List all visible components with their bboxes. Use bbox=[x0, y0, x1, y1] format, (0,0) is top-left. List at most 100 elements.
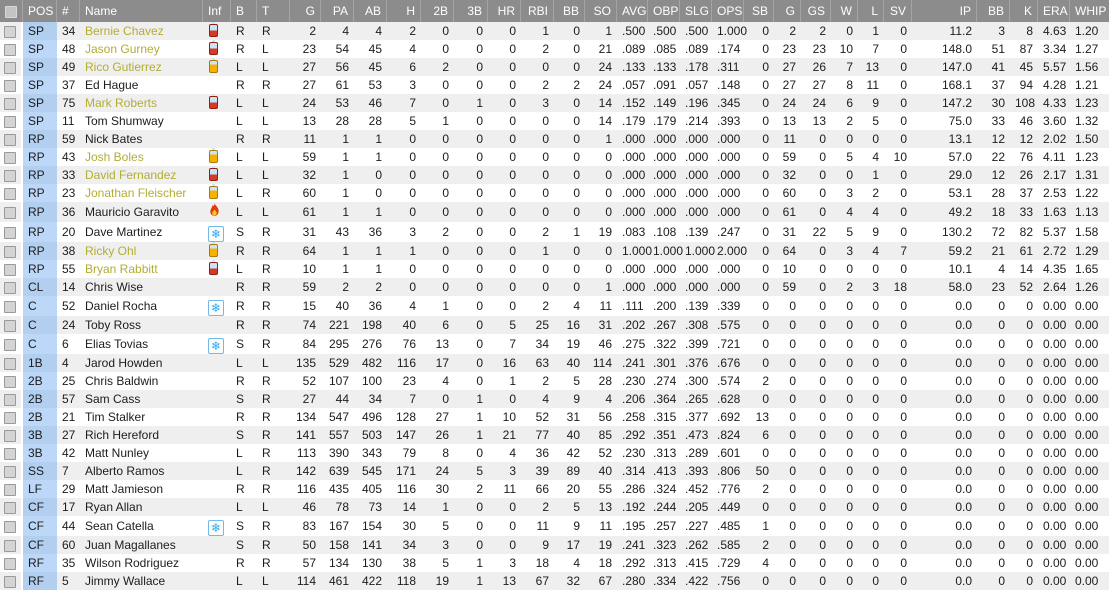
row-select-checkbox[interactable] bbox=[4, 357, 16, 370]
column-header-bb-pitching[interactable]: BB bbox=[977, 0, 1010, 22]
row-select-checkbox[interactable] bbox=[4, 263, 16, 276]
info-icon-cell bbox=[203, 462, 231, 480]
player-name-link[interactable]: Alberto Ramos bbox=[80, 462, 203, 480]
row-select-checkbox[interactable] bbox=[4, 281, 16, 294]
column-header-whip[interactable]: WHIP bbox=[1070, 0, 1109, 22]
column-header-ab[interactable]: AB bbox=[354, 0, 387, 22]
row-select-checkbox[interactable] bbox=[4, 169, 16, 182]
player-name-link[interactable]: David Fernandez bbox=[80, 166, 203, 184]
row-select-checkbox[interactable] bbox=[4, 520, 16, 533]
row-select-checkbox[interactable] bbox=[4, 187, 16, 200]
row-select-checkbox[interactable] bbox=[4, 429, 16, 442]
stat-cell-g: 23 bbox=[290, 40, 321, 58]
column-header-rbi[interactable]: RBI bbox=[521, 0, 554, 22]
row-select-checkbox[interactable] bbox=[4, 206, 16, 219]
select-all-header[interactable] bbox=[0, 0, 23, 22]
column-header-g[interactable]: G bbox=[290, 0, 321, 22]
row-select-checkbox[interactable] bbox=[4, 557, 16, 570]
select-all-checkbox[interactable] bbox=[5, 5, 17, 18]
column-header-#[interactable]: # bbox=[57, 0, 80, 22]
player-name-link[interactable]: Bernie Chavez bbox=[80, 22, 203, 40]
player-name-link[interactable]: Mark Roberts bbox=[80, 94, 203, 112]
player-name-link[interactable]: Jimmy Wallace bbox=[80, 572, 203, 590]
row-select-checkbox[interactable] bbox=[4, 151, 16, 164]
column-header-ops[interactable]: OPS bbox=[712, 0, 744, 22]
stat-cell-l: 0 bbox=[858, 462, 884, 480]
column-header-b[interactable]: B bbox=[231, 0, 257, 22]
row-select-checkbox[interactable] bbox=[4, 97, 16, 110]
player-name-link[interactable]: Jonathan Fleischer bbox=[80, 184, 203, 202]
player-name-link[interactable]: Bryan Rabbitt bbox=[80, 260, 203, 278]
column-header-t[interactable]: T bbox=[257, 0, 290, 22]
column-header-sv[interactable]: SV bbox=[884, 0, 912, 22]
column-header-pos[interactable]: POS bbox=[23, 0, 57, 22]
column-header-era[interactable]: ERA bbox=[1038, 0, 1070, 22]
row-select-checkbox[interactable] bbox=[4, 575, 16, 588]
player-name-link[interactable]: Tom Shumway bbox=[80, 112, 203, 130]
player-name-link[interactable]: Chris Wise bbox=[80, 278, 203, 296]
row-select-checkbox[interactable] bbox=[4, 411, 16, 424]
player-name-link[interactable]: Elias Tovias bbox=[80, 334, 203, 354]
player-name-link[interactable]: Dave Martinez bbox=[80, 222, 203, 242]
player-name-link[interactable]: Mauricio Garavito bbox=[80, 202, 203, 222]
row-select-checkbox[interactable] bbox=[4, 79, 16, 92]
player-name-link[interactable]: Rich Hereford bbox=[80, 426, 203, 444]
row-select-checkbox[interactable] bbox=[4, 300, 16, 313]
row-select-checkbox[interactable] bbox=[4, 465, 16, 478]
column-header-2b[interactable]: 2B bbox=[421, 0, 454, 22]
player-name-link[interactable]: Rico Gutierrez bbox=[80, 58, 203, 76]
player-name-link[interactable]: Daniel Rocha bbox=[80, 296, 203, 316]
column-header-gs[interactable]: GS bbox=[801, 0, 831, 22]
row-select-checkbox[interactable] bbox=[4, 115, 16, 128]
row-select-checkbox[interactable] bbox=[4, 501, 16, 514]
column-header-h[interactable]: H bbox=[387, 0, 421, 22]
player-name-link[interactable]: Matt Nunley bbox=[80, 444, 203, 462]
row-select-checkbox[interactable] bbox=[4, 483, 16, 496]
player-name-link[interactable]: Ricky Ohl bbox=[80, 242, 203, 260]
row-select-checkbox[interactable] bbox=[4, 43, 16, 56]
player-name-link[interactable]: Juan Magallanes bbox=[80, 536, 203, 554]
row-select-checkbox[interactable] bbox=[4, 447, 16, 460]
row-select-checkbox[interactable] bbox=[4, 25, 16, 38]
player-name-link[interactable]: Chris Baldwin bbox=[80, 372, 203, 390]
player-name-link[interactable]: Matt Jamieson bbox=[80, 480, 203, 498]
player-name-link[interactable]: Ed Hague bbox=[80, 76, 203, 94]
column-header-slg[interactable]: SLG bbox=[680, 0, 712, 22]
player-name-link[interactable]: Nick Bates bbox=[80, 130, 203, 148]
row-select-checkbox[interactable] bbox=[4, 338, 16, 351]
column-header-3b[interactable]: 3B bbox=[454, 0, 488, 22]
player-name-link[interactable]: Ryan Allan bbox=[80, 498, 203, 516]
player-name-link[interactable]: Josh Boles bbox=[80, 148, 203, 166]
column-header-bb[interactable]: BB bbox=[554, 0, 585, 22]
column-header-g-pitched[interactable]: G bbox=[774, 0, 801, 22]
player-name-link[interactable]: Sean Catella bbox=[80, 516, 203, 536]
column-header-ip[interactable]: IP bbox=[912, 0, 977, 22]
column-header-hr[interactable]: HR bbox=[488, 0, 521, 22]
row-select-checkbox[interactable] bbox=[4, 539, 16, 552]
column-header-k[interactable]: K bbox=[1010, 0, 1038, 22]
row-select-checkbox[interactable] bbox=[4, 319, 16, 332]
player-name-link[interactable]: Sam Cass bbox=[80, 390, 203, 408]
column-header-pa[interactable]: PA bbox=[321, 0, 354, 22]
stat-cell-sv: 0 bbox=[884, 408, 912, 426]
row-select-checkbox[interactable] bbox=[4, 375, 16, 388]
player-name-link[interactable]: Tim Stalker bbox=[80, 408, 203, 426]
column-header-name[interactable]: Name bbox=[80, 0, 203, 22]
column-header-w[interactable]: W bbox=[831, 0, 858, 22]
player-name-link[interactable]: Wilson Rodriguez bbox=[80, 554, 203, 572]
player-name-link[interactable]: Jason Gurney bbox=[80, 40, 203, 58]
column-header-sb[interactable]: SB bbox=[744, 0, 774, 22]
player-name-link[interactable]: Toby Ross bbox=[80, 316, 203, 334]
row-select-checkbox[interactable] bbox=[4, 245, 16, 258]
column-header-inf[interactable]: Inf bbox=[203, 0, 231, 22]
player-name-link[interactable]: Jarod Howden bbox=[80, 354, 203, 372]
row-select-checkbox[interactable] bbox=[4, 133, 16, 146]
row-select-checkbox[interactable] bbox=[4, 226, 16, 239]
column-header-obp[interactable]: OBP bbox=[648, 0, 680, 22]
stat-cell-whip: 1.56 bbox=[1070, 58, 1109, 76]
row-select-checkbox[interactable] bbox=[4, 393, 16, 406]
column-header-l[interactable]: L bbox=[858, 0, 884, 22]
column-header-avg[interactable]: AVG bbox=[617, 0, 648, 22]
row-select-checkbox[interactable] bbox=[4, 61, 16, 74]
column-header-so[interactable]: SO bbox=[585, 0, 617, 22]
